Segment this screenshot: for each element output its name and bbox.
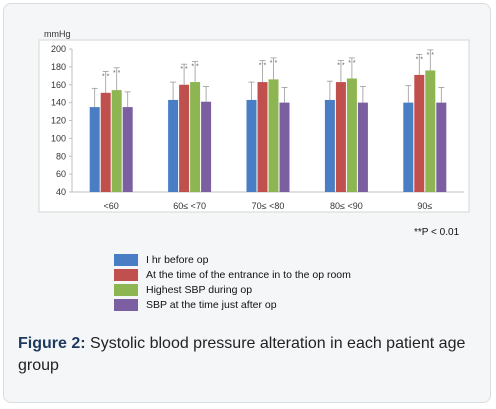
- significance-marker: * *: [427, 52, 435, 59]
- bar: [190, 82, 201, 192]
- bar: [335, 82, 346, 192]
- bar: [357, 102, 368, 192]
- bar: [201, 101, 212, 192]
- significance-marker: * *: [337, 63, 345, 70]
- significance-marker: * *: [113, 70, 121, 77]
- significance-marker: * *: [270, 60, 278, 67]
- figure-card: mmHg 40 60 80 100 120 140 160 180 200 * * * * * * *…: [3, 3, 491, 403]
- x-ticks: <60 60≤ <70 70≤ <80 80≤ <90 90≤: [104, 201, 433, 211]
- legend-swatch: [114, 268, 138, 281]
- bar: [246, 99, 257, 192]
- bar: [122, 107, 133, 192]
- bar: [111, 90, 122, 192]
- bar: [425, 70, 436, 192]
- x-tick-label: <60: [104, 201, 119, 211]
- y-tick-label: 180: [51, 62, 66, 72]
- bar: [436, 102, 447, 192]
- legend-swatch: [114, 253, 138, 266]
- legend-item: At the time of the entrance in to the op…: [114, 267, 351, 282]
- y-tick-label: 100: [51, 133, 66, 143]
- bar: [279, 102, 290, 192]
- legend-label: At the time of the entrance in to the op…: [146, 268, 351, 281]
- legend-label: Highest SBP during op: [146, 283, 253, 296]
- bar: [89, 107, 100, 192]
- significance-marker: * *: [259, 63, 267, 70]
- y-tick-label: 160: [51, 80, 66, 90]
- significance-marker: * *: [180, 66, 188, 73]
- y-tick-label: 40: [56, 187, 66, 197]
- x-tick-label: 90≤: [417, 201, 432, 211]
- y-ticks: 40 60 80 100 120 140 160 180 200: [51, 44, 72, 197]
- legend-item: SBP at the time just after op: [114, 297, 351, 312]
- y-tick-label: 60: [56, 169, 66, 179]
- y-tick-label: 200: [51, 44, 66, 54]
- bar: [100, 92, 111, 192]
- legend-item: I hr before op: [114, 252, 351, 267]
- significance-marker: * *: [191, 64, 199, 71]
- legend-label: SBP at the time just after op: [146, 298, 277, 311]
- bar-groups: * ** ** * * * * * * * * * * ** ** *: [89, 49, 447, 192]
- significance-marker: * *: [348, 60, 356, 67]
- significance-marker: * *: [102, 73, 110, 80]
- significance-marker: * *: [416, 56, 424, 63]
- bar: [324, 99, 335, 192]
- legend-swatch: [114, 298, 138, 311]
- bar: [257, 82, 268, 192]
- caption-text: Systolic blood pressure alteration in ea…: [18, 335, 466, 374]
- significance-note: **P < 0.01: [414, 227, 460, 238]
- y-axis-unit: mmHg: [44, 29, 71, 39]
- y-tick-label: 80: [56, 151, 66, 161]
- bar: [179, 84, 190, 192]
- bar: [414, 74, 425, 192]
- figure-caption: Figure 2: Systolic blood pressure altera…: [18, 333, 478, 377]
- legend-swatch: [114, 283, 138, 296]
- y-tick-label: 120: [51, 116, 66, 126]
- x-tick-label: 70≤ <80: [252, 201, 285, 211]
- bar: [268, 79, 279, 192]
- x-tick-label: 80≤ <90: [330, 201, 363, 211]
- y-tick-label: 140: [51, 98, 66, 108]
- legend: I hr before op At the time of the entran…: [114, 252, 351, 312]
- bar: [346, 78, 357, 192]
- bar: [168, 99, 179, 192]
- legend-item: Highest SBP during op: [114, 282, 351, 297]
- bar: [403, 102, 414, 192]
- caption-label: Figure 2:: [18, 335, 86, 352]
- x-tick-label: 60≤ <70: [173, 201, 206, 211]
- legend-label: I hr before op: [146, 253, 209, 266]
